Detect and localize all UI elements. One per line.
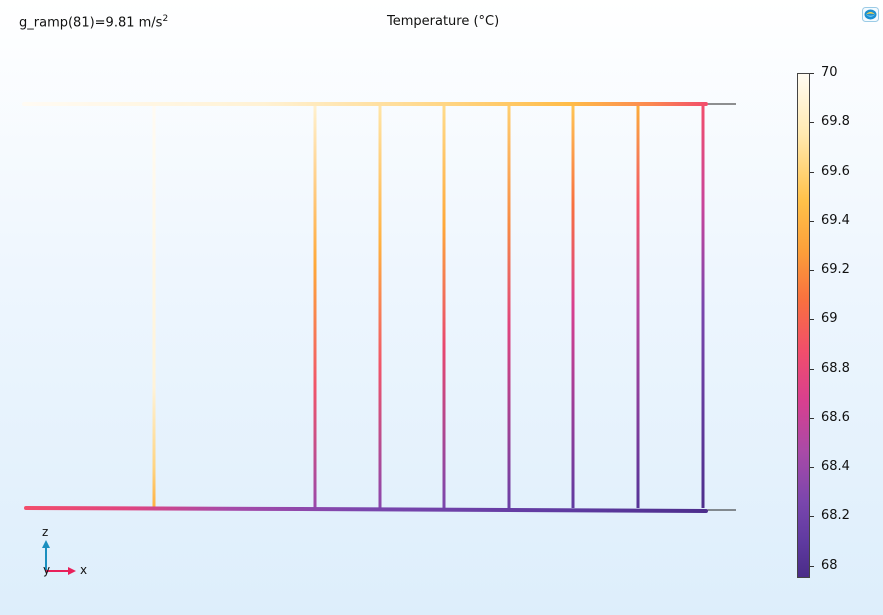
colorbar-tick <box>810 73 814 74</box>
colorbar-tick-label: 69.4 <box>821 213 850 228</box>
parameter-text: g_ramp(81)=9.81 m/s <box>19 15 163 31</box>
colorbar-tick <box>810 270 814 271</box>
colorbar-tick <box>810 566 814 567</box>
colorbar-tick-label: 68.2 <box>821 508 850 523</box>
colorbar-tick-label: 69.8 <box>821 114 850 129</box>
z-axis-arrowhead <box>42 540 50 548</box>
colorbar-tick <box>810 369 814 370</box>
colorbar-tick <box>810 221 814 222</box>
plot-title: Temperature (°C) <box>387 14 500 29</box>
colorbar-tick-label: 69.2 <box>821 262 850 277</box>
colorbar-tick-label: 68.4 <box>821 459 850 474</box>
colorbar-tick <box>810 122 814 123</box>
colorbar-tick-label: 68.6 <box>821 410 850 425</box>
colorbar <box>797 73 810 578</box>
colorbar-tick-label: 69.6 <box>821 164 850 179</box>
colorbar-tick-label: 68.8 <box>821 361 850 376</box>
colorbar-tick <box>810 319 814 320</box>
comsol-logo-icon[interactable] <box>862 7 879 22</box>
parameter-exponent: 2 <box>162 14 169 24</box>
colorbar-tick <box>810 516 814 517</box>
colorbar-tick <box>810 418 814 419</box>
z-axis-label: z <box>42 525 49 539</box>
axes-triad <box>42 540 76 575</box>
x-axis-arrowhead <box>68 567 76 575</box>
colorbar-tick <box>810 172 814 173</box>
colorbar-tick-label: 70 <box>821 65 838 80</box>
colorbar-tick <box>810 467 814 468</box>
bottom-header-pipe <box>24 506 708 513</box>
colorbar-tick-label: 69 <box>821 311 838 326</box>
x-axis-label: x <box>80 563 88 577</box>
colorbar-tick-label: 68 <box>821 558 838 573</box>
y-axis-label: y <box>43 563 51 577</box>
parameter-value-label: g_ramp(81)=9.81 m/s2 <box>19 14 168 30</box>
